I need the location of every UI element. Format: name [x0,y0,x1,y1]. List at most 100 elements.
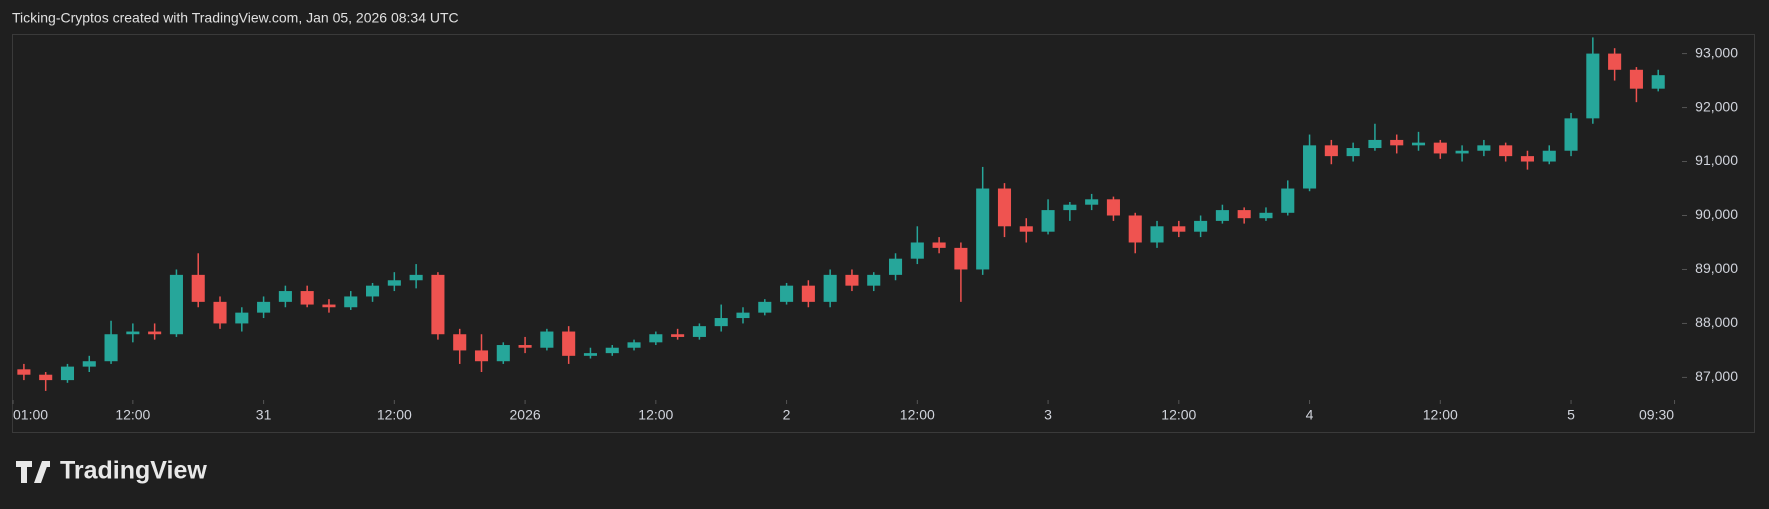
candle-body [1150,226,1164,243]
candle-body [496,345,510,362]
y-tick-label: 90,000 [1695,206,1738,222]
candle-body [148,331,162,335]
watermark: TradingView [60,457,207,485]
x-tick-label: 2 [783,407,791,423]
candle-body [823,274,837,302]
candle-body [1063,204,1077,211]
candle-body [104,334,118,362]
logo-icon [16,461,50,483]
candle-body [562,331,576,356]
x-tick-label: 31 [256,407,272,423]
candle-body [300,291,314,305]
x-tick-label: 3 [1044,407,1052,423]
candle-body [997,188,1012,227]
x-tick-label: 12:00 [638,407,673,423]
x-tick-label: 2026 [510,407,541,423]
candle-body [583,353,597,356]
candle-body [1455,150,1469,154]
candle-body [169,274,183,335]
candle-body [627,342,641,348]
x-tick-label: 01:00 [13,407,48,423]
candle-body [453,334,467,351]
chart-frame [12,34,1755,433]
candle-body [82,361,96,367]
candle-body [1368,139,1382,149]
x-tick-label: 12:00 [115,407,150,423]
candle-body [867,274,881,286]
candle-body [1172,226,1186,232]
candle-body [910,242,924,259]
chart-title: Ticking-Cryptos created with TradingView… [12,10,459,26]
candle-body [39,374,53,381]
candle-body [1237,210,1251,219]
candle-body [409,274,423,281]
x-tick-label: 4 [1306,407,1314,423]
candle-body [714,318,728,327]
candle-body [801,285,815,302]
candle-body [1608,53,1622,70]
candle-body [932,242,946,248]
candle-body [888,258,903,275]
candle-body [191,274,205,302]
y-tick-label: 93,000 [1695,44,1738,60]
candle-body [540,331,554,348]
candle-body [387,280,401,286]
candle-body [1215,210,1229,221]
candle-body [1019,226,1033,232]
candle-body [671,334,685,337]
candle-body [692,326,706,337]
candle-body [1303,145,1317,189]
candle-body [1411,142,1426,146]
candle-body [845,274,859,286]
x-tick-label: 12:00 [1423,407,1458,423]
y-tick-label: 91,000 [1695,152,1738,168]
x-tick-label: 12:00 [1161,407,1196,423]
candle-body [649,334,663,343]
candle-body [758,301,772,313]
candle-body [518,345,532,348]
x-tick-label: 12:00 [900,407,935,423]
candle-body [736,312,750,319]
logo: TradingView [16,457,207,485]
candle-body [1433,142,1447,154]
candle-body [954,247,968,270]
candle-body [17,369,31,375]
y-tick-label: 92,000 [1695,98,1738,114]
candle-body [431,274,445,335]
candle-body [1128,215,1142,243]
candle-body [1085,199,1099,205]
candle-body [366,285,380,297]
candle-body [1564,118,1578,151]
candle-body [1477,145,1491,151]
y-tick-label: 87,000 [1695,368,1738,384]
candle-body [780,285,794,302]
candle-body [1194,220,1208,232]
candle-body [1629,69,1643,89]
candle-body [1586,53,1600,119]
x-tick-label: 5 [1567,407,1575,423]
candle-body [257,301,271,313]
candle-body [322,304,336,308]
candle-body [1259,212,1273,219]
candle-body [605,347,619,354]
candle-body [1346,148,1360,157]
candle-body [126,331,140,335]
candle-body [1651,75,1665,89]
candle-body [1520,156,1535,162]
candle-body [60,366,75,381]
candle-body [474,350,489,362]
x-tick-label: 09:30 [1639,407,1674,423]
candle-body [1106,199,1120,216]
candle-body [1542,150,1556,162]
candle-body [1324,145,1338,157]
candle-body [1281,188,1295,213]
candle-body [344,296,358,308]
candle-body [1499,145,1513,157]
candle-body [235,312,249,324]
candle-body [1041,210,1055,232]
candle-body [1390,139,1404,146]
candle-body [213,301,227,324]
x-tick-label: 12:00 [377,407,412,423]
